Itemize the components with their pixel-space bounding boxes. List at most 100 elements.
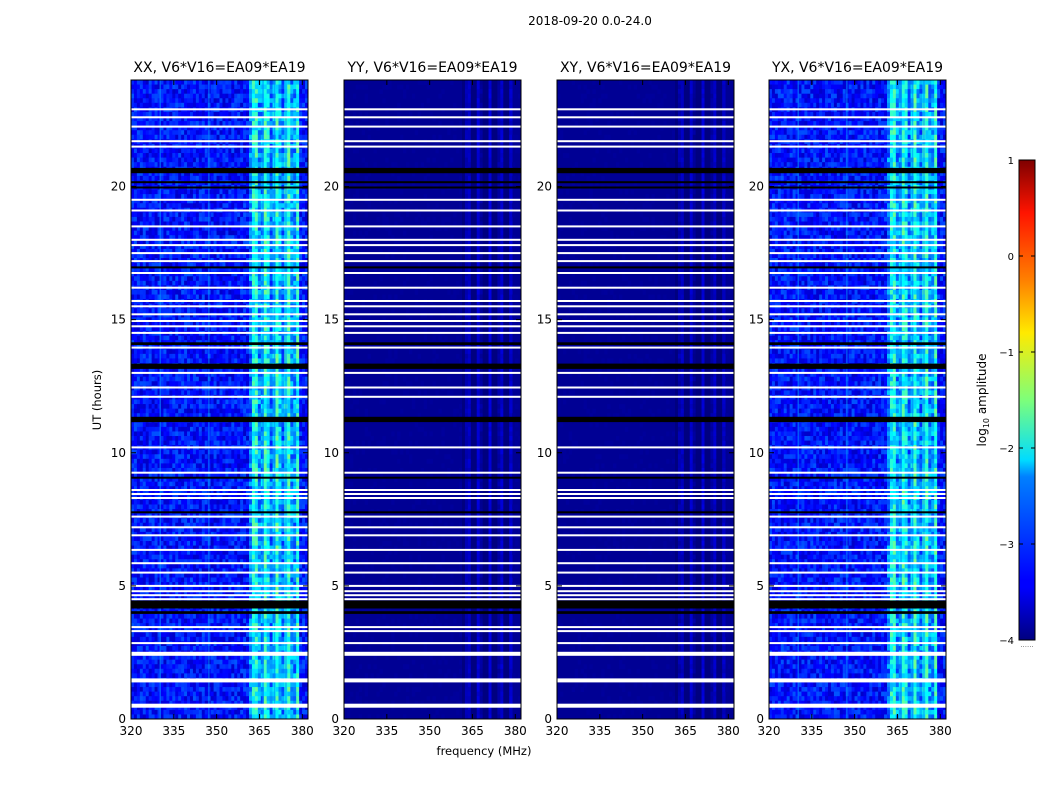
flag-white-row xyxy=(769,395,946,398)
panel-title: YY, V6*V16=EA09*EA19 xyxy=(346,60,517,76)
flag-white-row xyxy=(344,125,521,128)
flag-white-row xyxy=(769,446,946,449)
y-tick-label: 5 xyxy=(756,579,764,593)
flag-white-row xyxy=(344,497,521,499)
flag-white-row xyxy=(131,272,308,274)
flag-white-row xyxy=(769,300,946,302)
x-tick-label: 380 xyxy=(929,724,952,738)
flag-white-row xyxy=(131,320,308,322)
flag-black-band xyxy=(557,167,734,174)
flag-white-row xyxy=(344,515,521,518)
x-tick-label: 365 xyxy=(674,724,697,738)
flag-white-row xyxy=(131,703,308,708)
flag-black-band xyxy=(131,186,308,189)
y-tick-label: 10 xyxy=(749,446,764,460)
flag-white-row xyxy=(769,198,946,201)
flag-white-row xyxy=(131,678,308,683)
flag-white-row xyxy=(769,225,946,228)
flag-black-band xyxy=(769,511,946,514)
flag-white-row xyxy=(344,446,521,449)
flag-white-row xyxy=(344,584,521,587)
flag-white-row xyxy=(131,642,308,645)
flag-black-band xyxy=(557,611,734,614)
flag-white-row xyxy=(344,260,521,263)
flag-white-row xyxy=(131,446,308,449)
flag-white-row xyxy=(131,125,308,128)
flag-white-row xyxy=(344,534,521,537)
flag-white-row xyxy=(344,678,521,683)
flag-white-row xyxy=(344,626,521,629)
flag-white-row xyxy=(131,497,308,499)
flag-white-row xyxy=(769,346,946,349)
colorbar-tick-label: −3 xyxy=(999,540,1014,551)
flag-black-band xyxy=(769,476,946,479)
flag-white-row xyxy=(557,286,734,289)
panel-1: XX, V6*V16=EA09*EA19 320 335 350 365 380 0 5 10 1… xyxy=(111,60,314,738)
panel-frame xyxy=(343,79,522,720)
flag-black-band xyxy=(344,476,521,479)
flag-white-row xyxy=(131,286,308,289)
y-axis-label: UT (hours) xyxy=(90,370,104,430)
flag-white-row xyxy=(131,598,308,601)
y-tick-label: 20 xyxy=(749,180,764,194)
flag-white-row xyxy=(557,209,734,212)
flag-white-row xyxy=(131,630,308,633)
flag-white-row xyxy=(344,590,521,593)
flag-white-row xyxy=(557,395,734,398)
colorbar: −4 −3 −2 −1 0 1 log10 amplitude...... xyxy=(975,156,1036,649)
y-tick-label: 10 xyxy=(111,446,126,460)
flag-black-band xyxy=(769,167,946,174)
flag-black-band xyxy=(131,363,308,369)
flag-black-band xyxy=(769,363,946,369)
flag-white-row xyxy=(557,313,734,316)
flag-white-row xyxy=(769,305,946,308)
flag-white-row xyxy=(557,140,734,143)
flag-white-row xyxy=(344,238,521,241)
x-tick-label: 320 xyxy=(333,724,356,738)
colorbar-tick-label: −4 xyxy=(999,636,1014,647)
flag-white-row xyxy=(769,678,946,683)
flag-white-row xyxy=(131,562,308,565)
flag-white-row xyxy=(557,331,734,334)
panel-title: YX, V6*V16=EA09*EA19 xyxy=(771,60,943,76)
flag-black-band xyxy=(557,266,734,269)
x-tick-label: 350 xyxy=(843,724,866,738)
flag-white-row xyxy=(131,371,308,374)
flag-black-band xyxy=(769,266,946,269)
flag-black-band xyxy=(131,511,308,514)
flag-white-row xyxy=(131,534,308,537)
flag-white-row xyxy=(344,371,521,374)
flag-black-band xyxy=(131,342,308,345)
flag-white-row xyxy=(344,313,521,316)
flag-white-row xyxy=(344,331,521,334)
flag-white-row xyxy=(769,140,946,143)
flag-black-band xyxy=(131,167,308,174)
flag-white-row xyxy=(769,590,946,593)
y-tick-label: 5 xyxy=(331,579,339,593)
flag-black-band xyxy=(557,511,734,514)
flag-white-row xyxy=(769,331,946,334)
x-tick-label: 380 xyxy=(291,724,314,738)
flag-white-row xyxy=(769,534,946,537)
y-tick-label: 0 xyxy=(118,712,126,726)
flag-white-row xyxy=(131,116,308,119)
flag-white-row xyxy=(344,108,521,111)
flag-white-row xyxy=(557,320,734,322)
x-tick-label: 350 xyxy=(418,724,441,738)
flag-white-row xyxy=(769,260,946,263)
x-tick-label: 335 xyxy=(588,724,611,738)
flag-white-row xyxy=(131,626,308,629)
flag-white-row xyxy=(557,626,734,629)
flag-white-row xyxy=(344,471,521,474)
flag-black-band xyxy=(557,476,734,479)
flag-white-row xyxy=(557,534,734,537)
flag-white-row xyxy=(344,300,521,302)
flag-black-band xyxy=(344,600,521,609)
flag-white-row xyxy=(769,386,946,389)
flag-white-row xyxy=(769,125,946,128)
flag-white-row xyxy=(769,526,946,529)
flag-white-row xyxy=(131,331,308,334)
flag-white-row xyxy=(557,571,734,574)
flag-white-row xyxy=(344,252,521,255)
x-tick-label: 335 xyxy=(162,724,185,738)
